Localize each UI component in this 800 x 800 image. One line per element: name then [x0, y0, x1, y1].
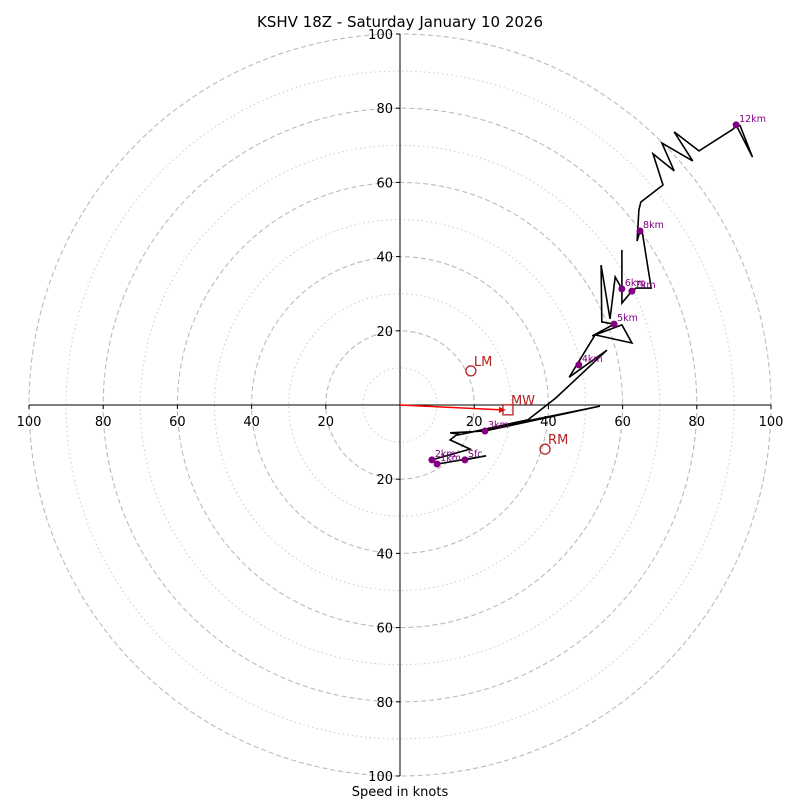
level-marker-5km — [610, 320, 618, 328]
level-marker-6km — [618, 285, 626, 293]
level-marker-12km — [732, 121, 740, 129]
level-label-5km: 5km — [617, 313, 638, 324]
level-label-12km: 12km — [739, 114, 766, 125]
y-tick-label: 100 — [368, 770, 393, 785]
level-label-7km: 7km — [635, 280, 656, 291]
level-marker-Sfc — [461, 456, 469, 464]
x-tick-label: 40 — [243, 415, 260, 430]
storm-motion-label-RM: RM — [548, 433, 568, 448]
x-tick-label: 100 — [17, 415, 42, 430]
level-marker-4km — [575, 361, 583, 369]
level-marker-8km — [636, 227, 644, 235]
hodograph-line — [430, 123, 754, 465]
level-label-8km: 8km — [643, 220, 664, 231]
x-tick-label: 60 — [169, 415, 186, 430]
x-axis-label: Speed in knots — [352, 785, 449, 800]
storm-motion-marker-MW — [502, 404, 514, 416]
y-tick-label: 100 — [368, 28, 393, 43]
y-tick-label: 80 — [376, 696, 393, 711]
y-tick-label: 40 — [376, 251, 393, 266]
level-label-4km: 4km — [582, 354, 603, 365]
x-tick-label: 100 — [759, 415, 784, 430]
level-marker-2km — [428, 456, 436, 464]
y-tick-label: 60 — [376, 176, 393, 191]
level-label-2km: 2km — [435, 449, 456, 460]
x-tick-label: 20 — [318, 415, 335, 430]
chart-title: KSHV 18Z - Saturday January 10 2026 — [257, 13, 543, 31]
y-tick-label: 20 — [376, 473, 393, 488]
level-label-Sfc: Sfc — [468, 449, 483, 460]
level-label-3km: 3km — [488, 420, 509, 431]
tick-labels: 100 80 60 40 20 20 40 60 80 100100806040202040608… — [17, 28, 784, 785]
y-tick-label: 40 — [376, 547, 393, 562]
x-tick-label: 80 — [95, 415, 112, 430]
y-tick-label: 80 — [376, 102, 393, 117]
storm-motion-label-LM: LM — [474, 355, 492, 370]
level-marker-1km — [433, 460, 441, 468]
x-tick-label: 20 — [466, 415, 483, 430]
storm-motion-marker-LM — [465, 365, 477, 377]
x-tick-label: 60 — [614, 415, 631, 430]
level-marker-3km — [481, 427, 489, 435]
storm-motion-markers: LM RM MW — [399, 355, 568, 455]
hodograph-trace — [430, 123, 754, 465]
level-label-6km: 6km — [625, 278, 646, 289]
y-tick-label: 60 — [376, 622, 393, 637]
storm-motion-marker-RM — [539, 443, 551, 455]
x-tick-label: 80 — [689, 415, 706, 430]
y-tick-label: 20 — [376, 325, 393, 340]
mean-wind-vector — [399, 404, 502, 411]
storm-motion-label-MW: MW — [511, 394, 535, 409]
level-marker-7km — [628, 287, 636, 295]
level-label-1km: 1km — [440, 453, 461, 464]
